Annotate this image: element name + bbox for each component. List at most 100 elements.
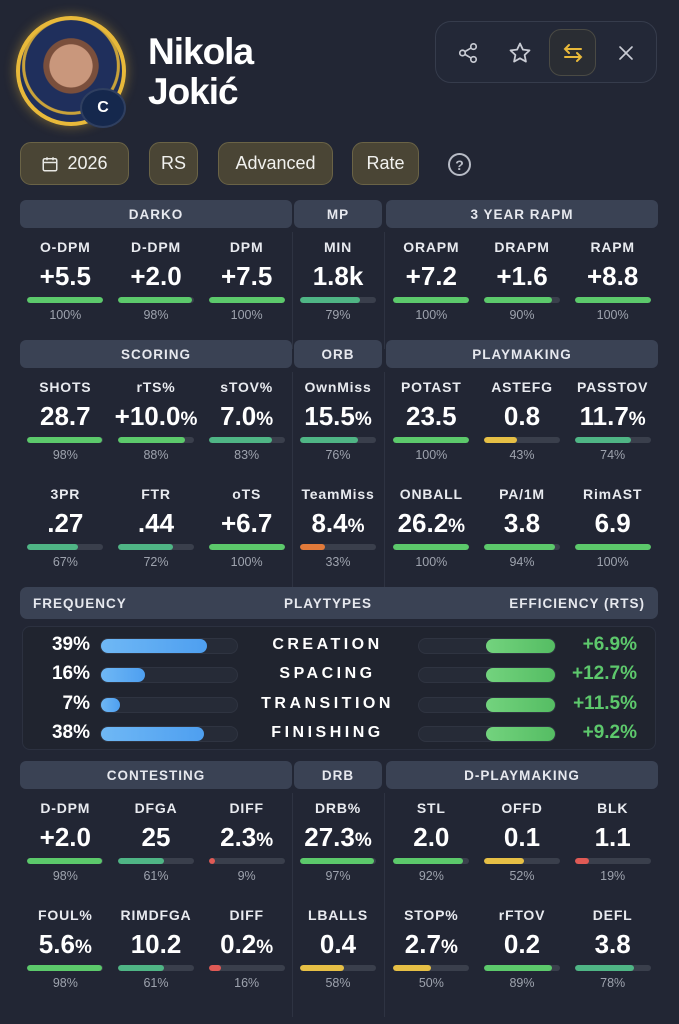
percentile-fill bbox=[484, 437, 517, 443]
stat-value: 2.7% bbox=[386, 927, 476, 961]
stat-value: +8.8 bbox=[568, 259, 658, 293]
favorite-button[interactable] bbox=[496, 29, 543, 76]
percentile-fill bbox=[484, 297, 553, 303]
stat-cell: RIMDFGA 10.2 61% bbox=[111, 907, 201, 990]
position-badge: C bbox=[80, 88, 126, 128]
stat-cell: TeamMiss 8.4% 33% bbox=[293, 486, 383, 569]
stat-value: 11.7% bbox=[568, 399, 658, 433]
stat-cell: SHOTS 28.7 98% bbox=[20, 379, 110, 462]
stat-value: +6.7 bbox=[202, 506, 292, 540]
percentile-bar bbox=[27, 437, 104, 443]
percentile-fill bbox=[300, 858, 374, 864]
percentile-fill bbox=[27, 544, 79, 550]
stat-number: 26.2 bbox=[397, 508, 449, 538]
percentile-label: 19% bbox=[600, 869, 626, 883]
percentile-label: 100% bbox=[596, 555, 629, 569]
stat-cell: ORAPM +7.2 100% bbox=[386, 239, 476, 322]
stat-number: 3.8 bbox=[503, 508, 541, 538]
stat-cell: DRAPM +1.6 90% bbox=[477, 239, 567, 322]
stat-number: 11.7 bbox=[579, 401, 629, 431]
section-header: PLAYMAKING bbox=[386, 340, 658, 368]
stat-value: 2.3% bbox=[202, 820, 292, 854]
stat-value: .27 bbox=[20, 506, 110, 540]
stat-number: +7.5 bbox=[220, 261, 273, 291]
share-button[interactable] bbox=[444, 29, 491, 76]
stat-cell: ASTEFG 0.8 43% bbox=[477, 379, 567, 462]
percentile-bar bbox=[484, 437, 560, 443]
stat-number: 2.3 bbox=[220, 822, 257, 852]
stat-value: +2.0 bbox=[20, 820, 110, 854]
season-type-filter[interactable]: RS bbox=[149, 142, 198, 185]
percentile-fill bbox=[118, 858, 165, 864]
frequency-bar bbox=[100, 725, 238, 742]
efficiency-value: +6.9% bbox=[582, 634, 637, 655]
stat-unit: % bbox=[440, 937, 458, 958]
percentile-fill bbox=[393, 437, 470, 443]
stat-cell: DIFF 0.2% 16% bbox=[202, 907, 292, 990]
compare-button[interactable] bbox=[549, 29, 596, 76]
playtype-name: CREATION bbox=[272, 636, 383, 653]
stat-label: O-DPM bbox=[39, 239, 91, 255]
percentile-label: 61% bbox=[143, 869, 169, 883]
playtypes-title: PLAYTYPES bbox=[284, 596, 373, 611]
efficiency-header: EFFICIENCY (RTS) bbox=[509, 596, 645, 611]
stat-number: +6.7 bbox=[220, 508, 273, 538]
percentile-fill bbox=[393, 858, 464, 864]
per-filter[interactable]: Rate bbox=[352, 142, 419, 185]
stat-label: ORAPM bbox=[403, 239, 460, 255]
stat-unit: % bbox=[354, 830, 372, 851]
stat-label: rFTOV bbox=[498, 907, 546, 923]
stat-label: PA/1M bbox=[499, 486, 545, 502]
stat-cell: sTOV% 7.0% 83% bbox=[202, 379, 292, 462]
percentile-bar bbox=[300, 858, 376, 864]
season-filter[interactable]: 2026 bbox=[20, 142, 129, 185]
stat-cell: DPM +7.5 100% bbox=[202, 239, 292, 322]
percentile-label: 33% bbox=[325, 555, 351, 569]
percentile-label: 98% bbox=[52, 869, 78, 883]
stat-cell: LBALLS 0.4 58% bbox=[293, 907, 383, 990]
close-button[interactable] bbox=[602, 29, 649, 76]
player-name: Nikola Jokić bbox=[148, 32, 254, 112]
share-icon bbox=[458, 42, 477, 63]
stat-value: +7.2 bbox=[386, 259, 476, 293]
stat-cell: PASSTOV 11.7% 74% bbox=[568, 379, 658, 462]
stat-value: 8.4% bbox=[293, 506, 383, 540]
stat-number: +1.6 bbox=[496, 261, 548, 291]
percentile-fill bbox=[27, 965, 102, 971]
percentile-label: 98% bbox=[52, 976, 78, 990]
stat-value: 1.8k bbox=[293, 259, 383, 293]
percentile-fill bbox=[393, 965, 432, 971]
efficiency-bar bbox=[418, 667, 556, 684]
stat-label: OwnMiss bbox=[304, 379, 372, 395]
stat-cell: FOUL% 5.6% 98% bbox=[20, 907, 110, 990]
efficiency-fill bbox=[485, 668, 555, 683]
swap-icon bbox=[563, 43, 582, 62]
percentile-bar bbox=[574, 965, 651, 971]
percentile-label: 79% bbox=[325, 308, 351, 322]
help-icon[interactable]: ? bbox=[448, 153, 471, 176]
stat-cell: D-DPM +2.0 98% bbox=[20, 800, 110, 883]
frequency-bar bbox=[100, 638, 238, 654]
percentile-bar bbox=[118, 544, 194, 550]
stat-number: 0.8 bbox=[503, 401, 541, 431]
stat-label: sTOV% bbox=[220, 379, 274, 395]
percentile-label: 98% bbox=[143, 308, 169, 322]
percentile-label: 52% bbox=[509, 869, 535, 883]
stat-number: 8.4 bbox=[311, 508, 348, 538]
playtype-name: TRANSITION bbox=[261, 694, 394, 712]
percentile-label: 98% bbox=[52, 448, 78, 462]
mode-filter[interactable]: Advanced bbox=[218, 142, 333, 185]
percentile-fill bbox=[208, 297, 285, 303]
percentile-bar bbox=[484, 544, 560, 550]
stat-value: +1.6 bbox=[477, 259, 567, 293]
percentile-bar bbox=[300, 437, 376, 443]
column-divider bbox=[292, 372, 293, 596]
percentile-label: 100% bbox=[49, 308, 82, 322]
percentile-bar bbox=[300, 297, 376, 303]
stat-cell: DRB% 27.3% 97% bbox=[293, 800, 383, 883]
stat-label: STOP% bbox=[404, 907, 459, 923]
stat-unit: % bbox=[628, 409, 646, 430]
percentile-label: 67% bbox=[52, 555, 78, 569]
playtype-name: FINISHING bbox=[271, 723, 384, 741]
star-icon bbox=[509, 42, 530, 62]
